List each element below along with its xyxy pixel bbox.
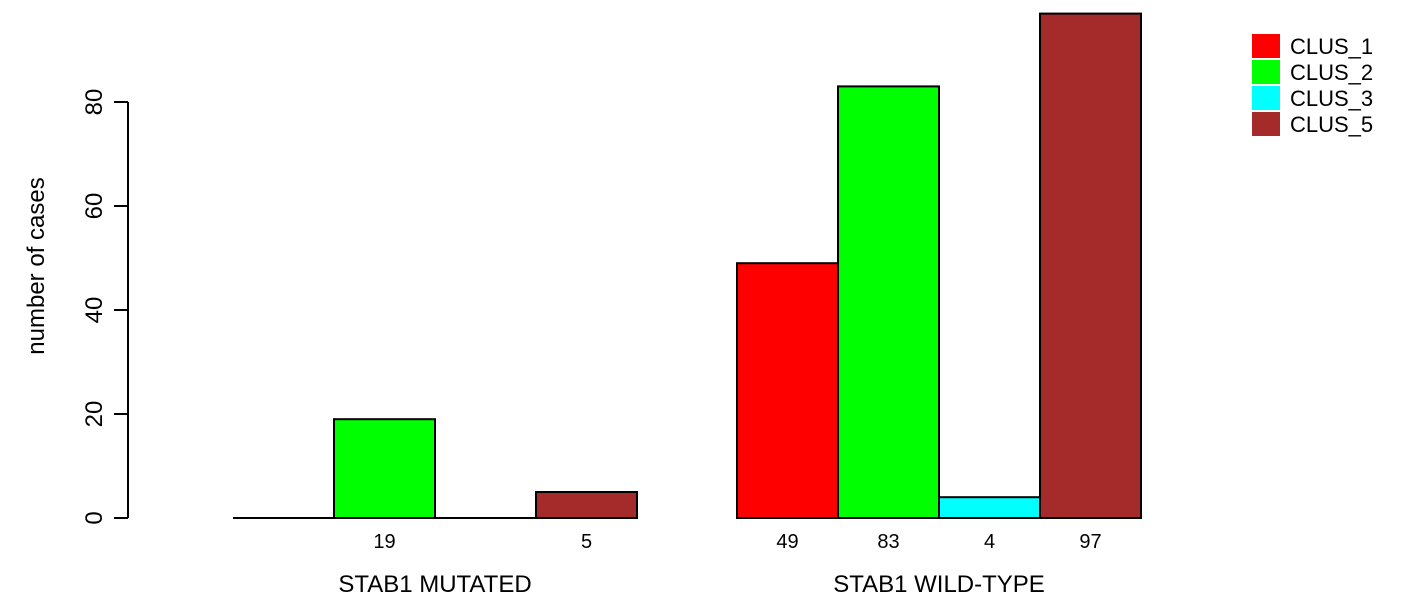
legend-label: CLUS_3: [1290, 86, 1373, 111]
y-axis: 0 20 40 60 80: [81, 89, 129, 525]
group-label: STAB1 WILD-TYPE: [833, 571, 1045, 598]
y-tick-label: 80: [81, 89, 108, 116]
y-tick-label: 20: [81, 401, 108, 428]
bar-value-label: 97: [1079, 531, 1101, 553]
bar-clus-3-group-2: [938, 496, 1041, 520]
bar-value-label: 83: [877, 531, 899, 553]
bar-value-label: 4: [984, 531, 995, 553]
legend-swatch: [1252, 86, 1280, 110]
legend-swatch: [1252, 34, 1280, 58]
y-axis-title: number of cases: [23, 177, 50, 354]
y-tick-label: 0: [81, 511, 108, 524]
legend-swatch: [1252, 60, 1280, 84]
bar-labels-layer: 19 5 49 83 4 97: [373, 531, 1101, 553]
legend-label: CLUS_2: [1290, 60, 1373, 85]
group-label: STAB1 MUTATED: [338, 571, 531, 598]
bar-value-label: 19: [373, 531, 395, 553]
legend-label: CLUS_1: [1290, 34, 1373, 59]
bar-value-label: 49: [776, 531, 798, 553]
bar-clus-2-group-2: [837, 85, 940, 520]
bar-value-label: 5: [581, 531, 592, 553]
legend-swatch: [1252, 112, 1280, 136]
bar-clus-5-group-2: [1039, 12, 1142, 519]
y-tick-label: 60: [81, 193, 108, 220]
bar-clus-1-group-2: [736, 262, 839, 520]
bar-clus-2-group-1: [333, 418, 436, 520]
legend-label: CLUS_5: [1290, 112, 1373, 137]
bar-clus-5-group-1: [535, 491, 638, 519]
bars-layer: [333, 12, 1142, 520]
group-labels-layer: STAB1 MUTATED STAB1 WILD-TYPE: [338, 571, 1044, 598]
y-tick-label: 40: [81, 297, 108, 324]
